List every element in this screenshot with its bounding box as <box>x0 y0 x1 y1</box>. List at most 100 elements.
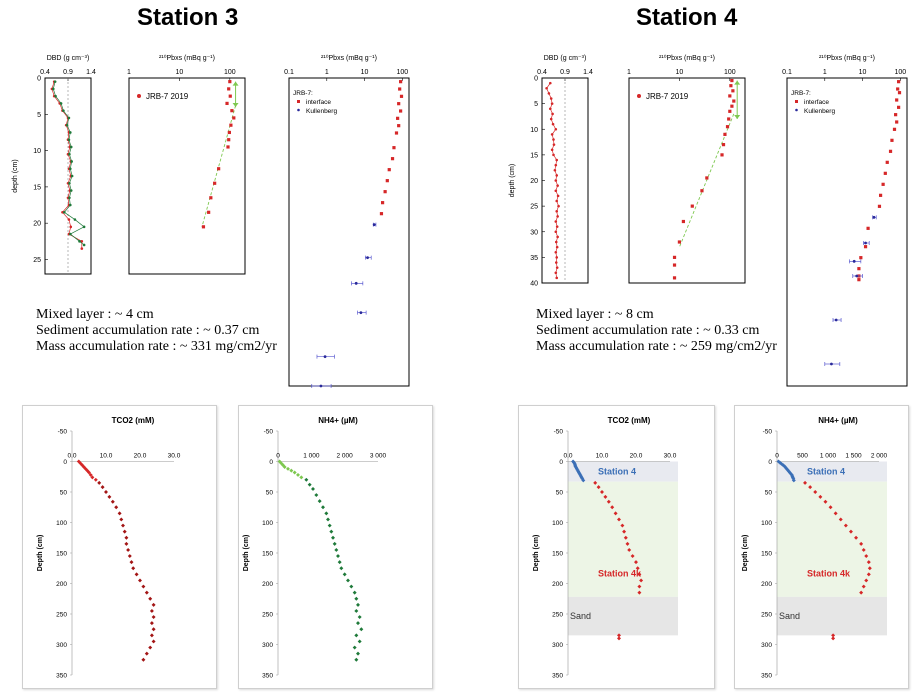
s4-pb1-point <box>672 276 677 280</box>
s3-nh4-series-1-point <box>327 523 332 528</box>
s4-pb2-interface-point <box>857 278 861 282</box>
s4-tco2-series-1-point <box>622 529 627 534</box>
s3-nh4-ytick-label: 200 <box>262 581 273 588</box>
s3-nh4-series-0-point <box>299 475 304 480</box>
s4-dbd-ytick-label: 5 <box>534 101 538 108</box>
s3-nh4-series-1-point <box>349 584 354 589</box>
s3-nh4-ytick-label: 350 <box>262 673 273 680</box>
s4-pb1-point <box>728 109 732 113</box>
s4-dbd-series-0-point <box>554 271 558 275</box>
s4-dbd-series-0-point <box>554 179 558 182</box>
s3-tco2-series-1-point <box>117 511 122 516</box>
s4-tco2-series-1-point <box>630 554 635 559</box>
s4-dbd-series-0-point <box>555 276 559 280</box>
s3-pb1-frame <box>128 77 246 275</box>
s4-nh4-ytick-label: 200 <box>761 581 772 588</box>
s3-nh4-series-0-point <box>296 472 300 477</box>
s3-nh4-series-1-point <box>311 486 315 491</box>
s3-dbd-series-1-point <box>68 196 71 200</box>
s4-dbd-series-0-point <box>555 209 559 213</box>
s3-dbd-series-1-point <box>69 203 72 207</box>
s4-nh4-band-label: Station 4k <box>807 569 851 579</box>
s3-tco2-ytick-label: 0 <box>63 459 67 466</box>
s4-pb1-point <box>725 125 730 129</box>
s3-dbd-series-0-point <box>80 240 84 243</box>
s3-tco2-ytick-label: 300 <box>56 642 67 649</box>
s4-dbd-series-0-point <box>555 199 559 203</box>
s3-pb1-point <box>225 101 229 106</box>
s3-dbd-ytick-label: 15 <box>33 184 41 191</box>
s3-tco2-series-1-point <box>119 517 124 522</box>
s3-pb2-interface-point <box>390 157 395 161</box>
s4-pb1-point <box>720 153 724 157</box>
s3-pb1-legend-marker <box>137 94 141 98</box>
s3-pb2-kullenberg-point <box>372 223 376 227</box>
s3-nh4-series-1-point <box>304 477 309 482</box>
s3-tco2-series-1-point <box>149 633 154 638</box>
s3-pb2-legend-label-kullenberg: Kullenberg <box>306 108 337 115</box>
s4-dbd-ytick-label: 25 <box>530 204 538 211</box>
s4-nh4-ytick-label: 50 <box>765 490 773 497</box>
s3-dbd-ytick-label: 25 <box>33 257 41 264</box>
note-mixed-layer: Mixed layer : ~ 8 cm <box>536 307 654 322</box>
s4-nh4-series-1-point <box>866 560 871 565</box>
s3-nh4-series-0-point <box>286 466 290 471</box>
s4-pb2-legend-label-interface: interface <box>804 99 829 106</box>
s4-tco2-title: TCO2 (mM) <box>608 416 651 425</box>
s3-tco2-series-1-point <box>148 645 153 650</box>
s3-dbd-ytick-label: 0 <box>37 76 41 83</box>
s3-tco2-series-1-point <box>151 639 156 644</box>
s3-tco2-series-1-point <box>149 621 154 626</box>
s3-tco2-series-1-point <box>121 523 125 528</box>
s3-tco2-ytick-label: 250 <box>56 612 67 619</box>
s4-dbd-series-0-point <box>552 138 555 141</box>
s4-dbd-series-0-point <box>555 158 559 162</box>
s4-tco2-series-1-point <box>637 584 642 589</box>
s3-dbd-series-0-point <box>69 225 73 229</box>
s4-tco2-series-1-point <box>634 560 638 565</box>
s4-pb1-point <box>681 219 686 224</box>
s3-pb1-point <box>230 109 234 113</box>
s4-pb1-xtick-label: 10 <box>676 69 684 76</box>
s3-dbd-series-1-point <box>51 87 55 91</box>
s3-dbd-xtick-label: 1.4 <box>86 69 96 76</box>
s4-tco2-xtick-label: 10.0 <box>596 453 609 460</box>
s4-pb1-point <box>690 204 694 208</box>
s3-tco2-series-1-point <box>124 535 129 540</box>
s3-pb1-point <box>213 181 217 185</box>
s3-nh4-series-1-point <box>336 554 340 559</box>
s3-nh4-series-1-point <box>356 621 360 626</box>
s4-pb2-legend-marker-interface <box>795 100 798 103</box>
s4-tco2-band <box>568 596 678 636</box>
note-mixed-layer: Mixed layer : ~ 4 cm <box>36 307 154 322</box>
s4-nh4-band <box>777 596 887 636</box>
s4-dbd-series-0-point <box>547 92 551 95</box>
s3-pb1-point <box>226 145 230 149</box>
s4-pb1-trend-line <box>678 113 735 248</box>
s3-nh4-series-1-point <box>354 608 359 613</box>
s3-dbd-series-1-point <box>69 167 72 171</box>
s4-pb1-point <box>727 117 731 121</box>
s4-pb2-interface-point <box>888 149 893 153</box>
s3-dbd-series-1-point <box>69 189 73 192</box>
s4-nh4-xtick-label: 2 000 <box>871 453 888 460</box>
s3-tco2-series-1-point <box>144 651 149 656</box>
s3-tco2-series-1-point <box>97 480 102 485</box>
s4-pb1-point <box>730 104 734 108</box>
s3-pb2-kullenberg-point <box>319 384 323 388</box>
s4-dbd-series-0-point <box>554 240 558 244</box>
s4-pb2-interface-point <box>859 256 863 260</box>
s3-nh4-series-1-point <box>337 560 342 565</box>
s4-pb2-xtick-label: 0.1 <box>782 69 792 76</box>
s3-dbd-series-1-point <box>62 109 65 112</box>
s4-dbd-series-0-point <box>555 256 559 259</box>
s4-nh4-series-1-point <box>859 590 864 595</box>
s4-nh4-ytick-label: 100 <box>761 520 772 527</box>
s4-pb2-interface-point <box>881 182 885 186</box>
s3-pb2-legend-marker-kullenberg <box>297 108 300 112</box>
s3-nh4-series-1-point <box>346 578 350 583</box>
s3-tco2-title: TCO2 (mM) <box>112 416 155 425</box>
s3-nh4-series-1-point <box>324 511 329 516</box>
s4-dbd-ytick-label: 30 <box>530 229 538 236</box>
